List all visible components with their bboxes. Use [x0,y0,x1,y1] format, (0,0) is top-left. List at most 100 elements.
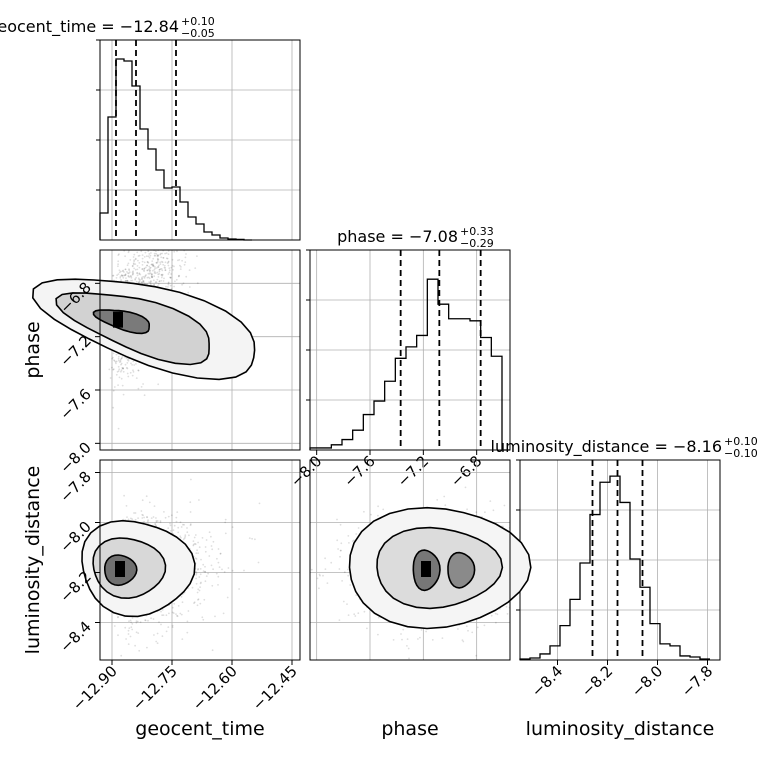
luminosity_distance-vs-geocent_time-point [211,548,214,551]
phase-vs-geocent_time-point [139,273,142,276]
phase-vs-geocent_time-point [157,266,159,268]
luminosity_distance-vs-geocent_time-point [224,532,227,535]
phase-vs-geocent_time-point [148,253,151,255]
phase-vs-geocent_time-point [138,278,141,281]
phase-vs-geocent_time-point [131,271,134,274]
phase-vs-geocent_time-point [134,258,137,261]
phase-vs-geocent_time-point [146,276,149,279]
phase-vs-geocent_time-point [152,264,154,266]
luminosity_distance-vs-geocent_time-point [155,517,157,519]
luminosity_distance-vs-phase-level-3 [447,551,476,589]
phase-vs-geocent_time-point [124,268,127,271]
luminosity_distance-vs-geocent_time-point [120,654,123,657]
luminosity_distance-vs-geocent_time-point [205,539,208,541]
phase-vs-geocent_time-point [127,274,130,277]
phase-vs-geocent_time-point [141,264,144,266]
luminosity_distance-vs-geocent_time-point [199,602,202,605]
phase-vs-geocent_time-point [137,369,140,372]
phase-vs-geocent_time-point [131,264,134,267]
luminosity_distance-vs-geocent_time-point [160,623,162,626]
phase-vs-geocent_time-point [143,269,145,271]
hist3-xtick-label-1: −8.2 [578,662,616,700]
luminosity_distance-vs-phase-point [355,533,358,535]
phase-vs-geocent_time-point [150,274,153,276]
phase-vs-geocent_time-point [126,280,129,282]
luminosity_distance-vs-phase-point [465,625,468,628]
phase-vs-geocent_time-point [131,374,134,377]
luminosity_distance-vs-geocent_time-point [125,638,127,640]
luminosity_distance-vs-phase-point [342,600,345,603]
hist2-xtick-label-3: −6.8 [447,452,485,490]
phase-vs-geocent_time-point [161,261,164,264]
phase-vs-geocent_time-point [153,283,156,286]
phase-vs-geocent_time-point [136,274,139,277]
phase-vs-geocent_time-point [154,281,157,284]
phase-vs-geocent_time-point [126,279,128,282]
luminosity_distance-vs-geocent_time-point [143,516,146,519]
luminosity_distance-vs-phase-point [444,504,447,507]
phase-vs-geocent_time-point [126,271,128,273]
phase-vs-geocent_time-point [146,283,149,285]
luminosity_distance-vs-phase-point [417,638,419,640]
phase-vs-geocent_time-point [144,275,147,277]
y-axis-label-phase: phase [22,321,44,378]
phase-vs-geocent_time-point [177,259,179,262]
luminosity_distance-vs-geocent_time-point [204,571,207,573]
phase-vs-geocent_time-point [172,269,174,271]
luminosity_distance-vs-geocent_time-point [117,634,119,637]
luminosity_distance-vs-geocent_time-point [217,561,220,564]
phase-vs-geocent_time-point [149,254,152,257]
luminosity_distance-vs-geocent_time-point [197,599,199,601]
phase-vs-geocent_time-point [149,272,152,275]
phase-vs-geocent_time-point [178,274,181,277]
phase-vs-geocent_time-point [162,263,165,266]
luminosity_distance-vs-geocent_time-point [171,611,174,614]
luminosity_distance-vs-geocent_time-point [201,537,204,539]
phase-vs-geocent_time-point [124,274,127,276]
luminosity_distance-vs-geocent_time-point [130,621,133,624]
luminosity_distance-vs-geocent_time-point [152,618,155,620]
phase-vs-geocent_time-point [117,384,119,386]
phase-vs-geocent_time-point [156,261,159,264]
phase-vs-geocent_time-point [153,252,156,255]
luminosity_distance-vs-phase-point [431,639,434,641]
luminosity_distance-vs-phase-point [339,555,341,558]
phase-vs-geocent_time-point [116,274,118,277]
luminosity_distance-vs-geocent_time-point [205,575,208,577]
phase-vs-geocent_time-point [132,369,134,372]
luminosity_distance-vs-phase-point [476,626,479,629]
phase-vs-geocent_time-point [122,393,125,396]
luminosity_distance-vs-geocent_time-point [161,614,164,616]
phase-vs-geocent_time-point [169,284,172,287]
luminosity_distance-vs-geocent_time-point [182,523,184,526]
phase-vs-geocent_time-point [112,275,114,277]
phase-vs-geocent_time-point [148,273,151,275]
luminosity_distance-vs-geocent_time-point [208,555,211,557]
phase-vs-geocent_time-ytick-label-2: −7.6 [56,385,94,423]
phase-vs-geocent_time-point [147,276,150,279]
phase-vs-geocent_time-point [132,270,135,273]
luminosity_distance-vs-geocent_time-point [171,624,174,627]
luminosity_distance-vs-phase-frame [309,459,511,661]
luminosity_distance-vs-phase-point [338,619,341,621]
phase-vs-geocent_time-point [121,270,124,273]
luminosity_distance-vs-geocent_time-point [243,569,245,572]
luminosity_distance-vs-geocent_time-point [130,626,133,629]
phase-vs-geocent_time-point [169,276,172,279]
luminosity_distance-vs-geocent_time-point [214,615,216,618]
luminosity_distance-vs-geocent_time-point [126,516,128,518]
luminosity_distance-vs-phase-point [441,637,444,639]
phase-vs-geocent_time-point [154,272,157,275]
luminosity_distance-vs-phase-point [351,540,354,543]
luminosity_distance-vs-geocent_time-point [184,535,187,538]
phase-vs-geocent_time-point [158,280,161,283]
phase-vs-geocent_time-point [136,271,139,274]
y-axis-label-luminosity-distance: luminosity_distance [22,466,44,655]
phase-vs-geocent_time-point [167,273,170,275]
phase-vs-geocent_time-point [159,252,162,255]
phase-vs-geocent_time-point [113,360,116,362]
phase-vs-geocent_time-point [170,288,173,290]
luminosity_distance-vs-phase-point [402,628,405,631]
phase-vs-geocent_time-point [140,278,143,280]
hist2-xtick-label-0: −8.0 [287,452,325,490]
